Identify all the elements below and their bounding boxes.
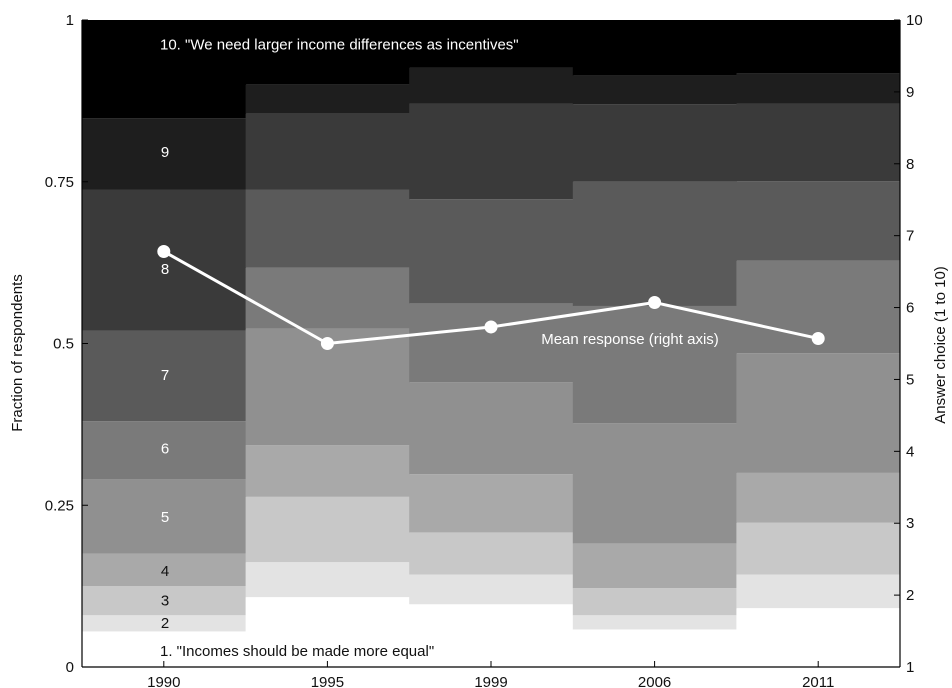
band-2011-choice-5 <box>736 353 901 473</box>
band-label: 2 <box>161 615 169 632</box>
band-2011-choice-1 <box>736 608 901 667</box>
band-label: 6 <box>161 440 169 457</box>
band-1990-choice-8 <box>82 189 247 331</box>
band-1999-choice-8 <box>409 103 574 200</box>
band-1990-choice-5 <box>82 479 247 554</box>
right-tick-label: 7 <box>906 228 914 245</box>
band-2011-choice-2 <box>736 574 901 609</box>
band-1990-choice-4 <box>82 553 247 587</box>
left-tick-label: 0.75 <box>45 174 74 191</box>
right-tick-label: 6 <box>906 300 914 317</box>
mean-response-point-1999 <box>484 320 498 334</box>
band-1990-choice-3 <box>82 586 247 616</box>
band-2006-choice-6 <box>572 305 737 424</box>
right-axis-title: Answer choice (1 to 10) <box>932 266 949 424</box>
band-1990-choice-6 <box>82 421 247 480</box>
band-1999-choice-1 <box>409 604 574 667</box>
band-2006-choice-9 <box>572 75 737 105</box>
band-1995-choice-1 <box>245 597 410 667</box>
right-tick-label: 2 <box>906 587 914 604</box>
left-tick-label: 0.25 <box>45 497 74 514</box>
band-1995-choice-2 <box>245 562 410 598</box>
mean-response-point-2006 <box>648 296 662 310</box>
x-tick-label: 1999 <box>474 674 507 688</box>
band-2011-choice-10 <box>736 20 901 74</box>
mean-response-series <box>157 244 825 350</box>
right-tick-label: 10 <box>906 12 923 29</box>
x-tick-label: 1995 <box>311 674 344 688</box>
left-tick-label: 0 <box>66 659 74 676</box>
band-2011-choice-3 <box>736 522 901 575</box>
right-tick-label: 5 <box>906 371 914 388</box>
right-tick-label: 3 <box>906 515 914 532</box>
band-labels: 10. "We need larger income differences a… <box>160 37 519 660</box>
band-1995-choice-8 <box>245 113 410 190</box>
band-1995-choice-10 <box>245 20 410 85</box>
band-1990-choice-2 <box>82 615 247 632</box>
band-1999-choice-9 <box>409 67 574 104</box>
band-label: 7 <box>161 367 169 384</box>
band-1999-choice-4 <box>409 474 574 533</box>
x-tick-label: 2011 <box>802 674 834 688</box>
band-label: 10. "We need larger income differences a… <box>160 37 519 54</box>
stacked-bands <box>82 20 901 667</box>
band-2011-choice-4 <box>736 472 901 523</box>
x-tick-label: 2006 <box>638 674 671 688</box>
band-1999-choice-7 <box>409 199 574 304</box>
band-1999-choice-6 <box>409 303 574 383</box>
band-2006-choice-4 <box>572 543 737 589</box>
band-label: 9 <box>161 144 169 161</box>
right-tick-label: 9 <box>906 84 914 101</box>
band-1995-choice-3 <box>245 496 410 563</box>
band-label: 8 <box>161 261 169 278</box>
band-label: 3 <box>161 592 169 609</box>
mean-response-point-1990 <box>157 244 171 258</box>
band-2006-choice-2 <box>572 615 737 630</box>
band-2006-choice-10 <box>572 20 737 76</box>
band-1995-choice-7 <box>245 189 410 268</box>
band-2006-choice-3 <box>572 588 737 616</box>
left-tick-label: 1 <box>66 12 74 29</box>
band-1995-choice-9 <box>245 84 410 114</box>
band-2006-choice-1 <box>572 629 737 667</box>
x-tick-label: 1990 <box>147 674 180 688</box>
band-1990-choice-9 <box>82 118 247 190</box>
band-1999-choice-10 <box>409 20 574 68</box>
band-2006-choice-8 <box>572 104 737 182</box>
right-tick-label: 4 <box>906 443 914 460</box>
axes: 0 0.25 0.5 0.75 1 1 2 3 4 5 6 7 8 9 10 1990 1995 1999 2006… <box>45 12 923 688</box>
band-label: 5 <box>161 509 169 526</box>
band-1990-choice-10 <box>82 20 247 119</box>
right-tick-label: 8 <box>906 156 914 173</box>
band-1995-choice-6 <box>245 267 410 329</box>
band-2011-choice-9 <box>736 73 901 104</box>
left-tick-label: 0.5 <box>53 336 74 353</box>
band-2011-choice-7 <box>736 181 901 261</box>
band-1990-choice-7 <box>82 330 247 422</box>
band-label: 4 <box>161 563 169 580</box>
mean-response-point-1995 <box>320 337 334 350</box>
left-axis-title: Fraction of respondents <box>9 274 26 432</box>
mean-response-point-2011 <box>811 331 825 345</box>
band-1995-choice-4 <box>245 445 410 497</box>
band-1999-choice-2 <box>409 574 574 605</box>
band-2011-choice-8 <box>736 103 901 182</box>
band-2006-choice-7 <box>572 181 737 306</box>
right-tick-label: 1 <box>906 659 914 676</box>
band-1999-choice-3 <box>409 532 574 575</box>
band-label: 1. "Incomes should be made more equal" <box>160 643 434 660</box>
band-1999-choice-5 <box>409 382 574 475</box>
mean-response-label: Mean response (right axis) <box>541 331 719 348</box>
band-2006-choice-5 <box>572 423 737 544</box>
